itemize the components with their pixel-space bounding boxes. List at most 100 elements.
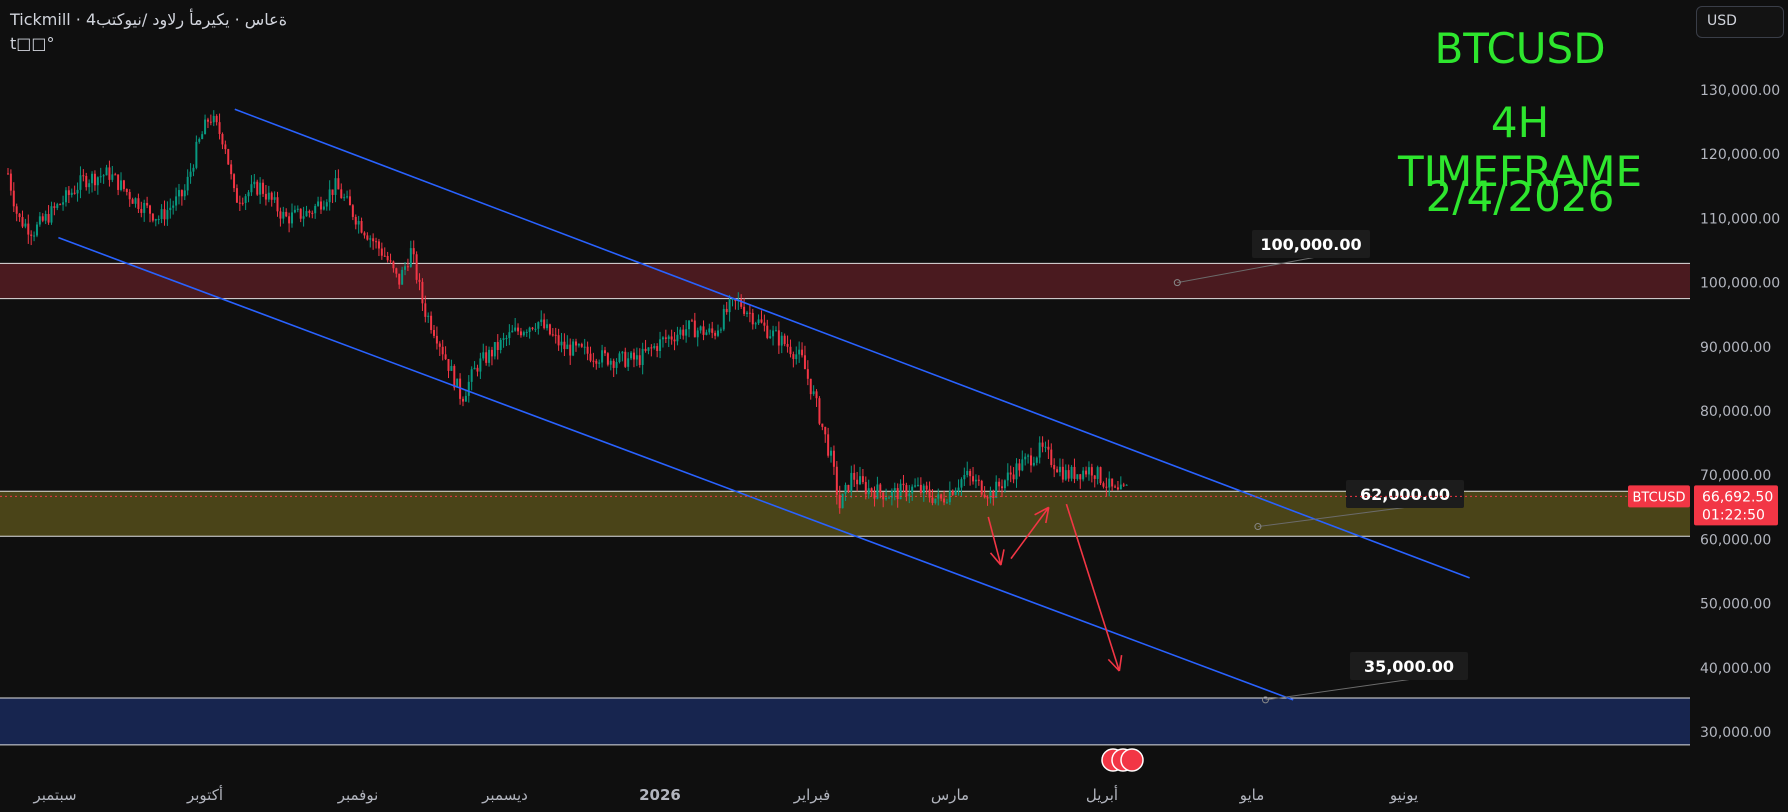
candle-body: [580, 344, 583, 347]
candle-body: [201, 134, 204, 140]
candle-body: [890, 490, 893, 498]
candle-body: [1047, 446, 1050, 450]
candle-body: [609, 360, 612, 365]
candle-body: [1073, 466, 1076, 479]
candle-body: [1067, 470, 1070, 479]
candle-body: [708, 328, 711, 333]
candle-body: [209, 121, 212, 123]
candle-body: [916, 484, 919, 486]
candle-body: [401, 269, 404, 285]
candle-body: [1015, 463, 1018, 480]
candle-body: [117, 174, 120, 190]
time-axis-label: أبريل: [1086, 785, 1118, 804]
candle-body: [30, 234, 33, 236]
channel-layer: [58, 108, 1470, 701]
candle-body: [902, 483, 905, 486]
candle-body: [1093, 475, 1096, 479]
callout-anchor: [1261, 696, 1269, 704]
candle-body: [1029, 455, 1032, 466]
candle-body: [99, 176, 102, 178]
candle-body: [392, 261, 395, 269]
candle-body: [1079, 474, 1082, 480]
candle-body: [1122, 484, 1125, 486]
candle-body: [233, 174, 236, 189]
candle-body: [224, 144, 227, 150]
candle-body: [238, 202, 241, 204]
time-axis-label: فبراير: [793, 786, 831, 804]
candle-body: [1108, 478, 1111, 488]
candle-body: [47, 213, 50, 223]
target-zone: [0, 697, 1690, 745]
candle-body: [319, 201, 322, 210]
candle-body: [206, 119, 209, 122]
candle-body: [1096, 467, 1099, 479]
candle-body: [731, 298, 734, 300]
candle-body: [485, 352, 488, 363]
candle-body: [299, 208, 302, 219]
candle-body: [601, 350, 604, 363]
arrow-up[interactable]: [1010, 506, 1050, 560]
arrow-down-long[interactable]: [1065, 503, 1121, 672]
candle-body: [827, 434, 830, 456]
candle-body: [876, 484, 879, 499]
candle-body: [577, 344, 580, 346]
candle-body: [850, 472, 853, 492]
candle-body: [774, 330, 777, 332]
candle-body: [673, 339, 676, 342]
price-tick-label: 120,000.00: [1700, 147, 1780, 163]
candle-body: [696, 330, 699, 338]
candle-body: [751, 312, 754, 325]
chart-title-symbol: BTCUSD: [1434, 24, 1606, 73]
candles-layer: [7, 110, 1128, 514]
candle-body: [447, 359, 450, 371]
candle-body: [934, 498, 937, 503]
candle-body: [795, 354, 798, 360]
channel-upper-line[interactable]: [234, 108, 1470, 579]
candle-body: [586, 346, 589, 354]
candle-body: [267, 192, 270, 200]
economic-event-icon[interactable]: [1120, 748, 1144, 772]
candle-body: [270, 192, 273, 200]
candle-body: [64, 190, 67, 203]
candle-body: [575, 341, 578, 346]
time-axis: سبتمبر أكتوبر نوفمبر ديسمبر 2026 فبراير مارس أب…: [32, 785, 1418, 804]
time-axis-label: مارس: [931, 786, 969, 804]
time-axis-label: مايو: [1239, 786, 1265, 804]
arrow-down-short[interactable]: [987, 516, 1002, 566]
candle-body: [769, 336, 772, 338]
candle-body: [792, 354, 795, 360]
candle-body: [977, 479, 980, 481]
candle-body: [198, 139, 201, 142]
candle-body: [870, 488, 873, 493]
candle-body: [470, 369, 473, 382]
candle-body: [667, 336, 670, 339]
candle-body: [818, 398, 821, 424]
candle-body: [53, 206, 56, 208]
candle-body: [227, 149, 230, 165]
candle-body: [537, 322, 540, 329]
candle-body: [592, 360, 595, 362]
candle-body: [360, 221, 363, 233]
candle-body: [395, 268, 398, 274]
candle-body: [928, 489, 931, 498]
time-axis-label: 2026: [639, 786, 681, 804]
candle-body: [1116, 487, 1119, 490]
candle-body: [369, 238, 372, 240]
channel-lower-line[interactable]: [58, 236, 1294, 701]
candle-body: [992, 491, 995, 499]
candle-body: [989, 491, 992, 499]
candle-body: [212, 115, 215, 123]
currency-selector[interactable]: USD: [1696, 6, 1784, 38]
candle-body: [644, 348, 647, 351]
candle-body: [589, 353, 592, 361]
candle-body: [777, 330, 780, 346]
candle-body: [1050, 449, 1053, 465]
candle-body: [699, 326, 702, 331]
candle-body: [1102, 483, 1105, 487]
candle-body: [177, 190, 180, 197]
candle-body: [377, 241, 380, 249]
arrow-down-short-head-0: [1000, 549, 1005, 566]
symbol-description: Tickmill · 4ةعاس · يكيرمأ رلاود /نيوكتب: [10, 10, 288, 29]
candle-body: [995, 481, 998, 499]
